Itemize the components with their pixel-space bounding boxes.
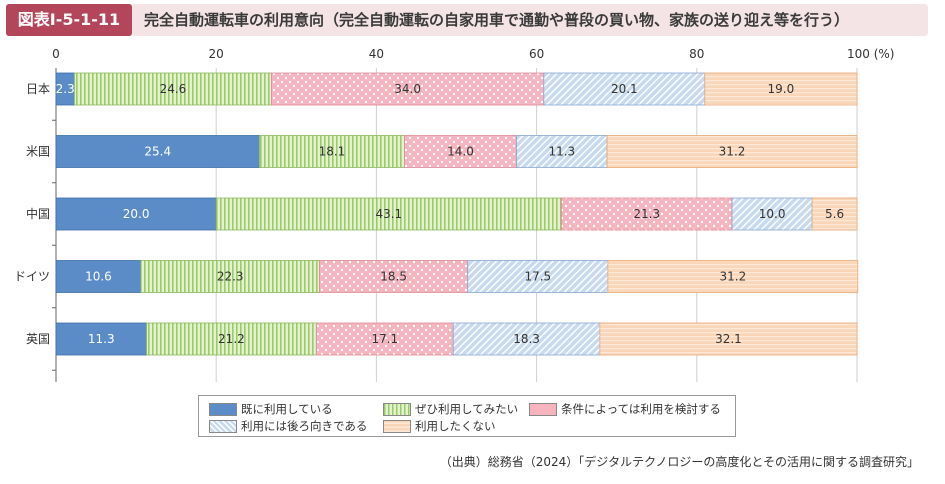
data-label-4-3: 18.3 xyxy=(513,332,540,346)
data-label-2-4: 5.6 xyxy=(825,207,844,221)
legend-label-1: 既に利用している xyxy=(241,402,333,416)
bar-segment-0-2 xyxy=(271,72,545,106)
title-bar xyxy=(6,4,928,36)
category-label-3: ドイツ xyxy=(14,270,50,284)
x-tick-label-1: 20 xyxy=(209,47,224,61)
data-label-0-1: 24.6 xyxy=(160,82,187,96)
legend-item-conditional: 条件によっては利用を検討する xyxy=(529,401,721,417)
data-label-3-4: 31.2 xyxy=(719,270,746,284)
bars: 2.3 24.6 34.0 20.1 19.0 25.4 18.1 14.0 11.3 31.2 2… xyxy=(55,72,859,356)
bar-segment-2-3 xyxy=(731,197,813,231)
data-label-3-3: 17.5 xyxy=(524,270,551,284)
category-label-4: 英国 xyxy=(26,332,50,346)
legend-item-do-not-want: 利用したくない xyxy=(383,418,496,434)
legend-item-want-to-use: ぜひ利用してみたい xyxy=(383,401,518,417)
data-label-0-0: 2.3 xyxy=(56,82,75,96)
data-label-2-2: 21.3 xyxy=(633,207,660,221)
bar-segment-4-0 xyxy=(55,322,147,356)
x-tick-label-3: 60 xyxy=(529,47,544,61)
data-label-0-2: 34.0 xyxy=(394,82,421,96)
legend-label-4: 利用には後ろ向きである xyxy=(241,419,368,433)
data-label-0-3: 20.1 xyxy=(611,82,638,96)
bar-segment-4-3 xyxy=(452,322,601,356)
data-label-4-1: 21.2 xyxy=(218,332,245,346)
stacked-bar-chart: 0 20 40 60 80 100 (%) 2.3 24.6 34.0 20.1 19.0 25.4… xyxy=(14,47,894,382)
data-label-1-3: 11.3 xyxy=(548,145,575,159)
legend-swatch-1 xyxy=(209,402,237,416)
source-note: （出典）総務省（2024）「デジタルテクノロジーの高度化とその活用に関する調査研… xyxy=(439,455,919,469)
legend-swatch-3 xyxy=(529,402,557,416)
x-axis-ticks: 0 20 40 60 80 100 (%) xyxy=(52,47,894,61)
legend-label-3: 条件によっては利用を検討する xyxy=(561,402,721,416)
data-label-1-2: 14.0 xyxy=(447,145,474,159)
category-label-0: 日本 xyxy=(26,82,50,96)
bar-segment-0-3 xyxy=(543,72,706,106)
x-tick-label-2: 40 xyxy=(369,47,384,61)
data-label-1-4: 31.2 xyxy=(719,145,746,159)
legend-swatch-4 xyxy=(209,419,237,433)
bar-segment-2-4 xyxy=(811,197,858,231)
bar-segment-1-1 xyxy=(259,135,405,168)
chart-title: 完全自動運転車の利用意向（完全自動運転の自家用車で通勤や普段の買い物、家族の送り… xyxy=(144,11,850,29)
x-tick-label-0: 0 xyxy=(52,47,60,61)
bar-segment-4-4 xyxy=(599,322,858,356)
data-label-1-1: 18.1 xyxy=(319,145,346,159)
bar-segment-0-1 xyxy=(74,72,272,106)
data-label-3-2: 18.5 xyxy=(380,270,407,284)
bar-segment-1-3 xyxy=(516,135,608,168)
bar-segment-0-4 xyxy=(704,72,858,106)
legend-swatch-2 xyxy=(383,402,411,416)
category-label-1: 米国 xyxy=(26,145,50,159)
data-label-1-0: 25.4 xyxy=(144,145,171,159)
data-label-2-3: 10.0 xyxy=(759,207,786,221)
data-label-3-1: 22.3 xyxy=(217,270,244,284)
bar-segment-1-2 xyxy=(404,135,517,168)
bar-segment-2-0 xyxy=(55,197,217,231)
legend-swatch-5 xyxy=(383,419,411,433)
data-label-3-0: 10.6 xyxy=(85,270,112,284)
bar-segment-1-0 xyxy=(55,135,260,168)
legend: 既に利用している ぜひ利用してみたい 条件によっては利用を検討する 利用には後ろ… xyxy=(198,395,736,437)
data-label-4-4: 32.1 xyxy=(715,332,742,346)
legend-label-2: ぜひ利用してみたい xyxy=(415,402,519,416)
x-tick-label-4: 80 xyxy=(689,47,704,61)
legend-item-reluctant: 利用には後ろ向きである xyxy=(209,418,367,434)
legend-label-5: 利用したくない xyxy=(415,419,496,433)
bar-segment-3-2 xyxy=(319,260,469,293)
bar-segment-4-2 xyxy=(315,322,454,356)
data-label-4-0: 11.3 xyxy=(88,332,115,346)
data-label-4-2: 17.1 xyxy=(371,332,398,346)
bar-segment-3-4 xyxy=(607,260,859,293)
data-label-0-4: 19.0 xyxy=(768,82,795,96)
data-label-2-0: 20.0 xyxy=(123,207,150,221)
figure-label: 図表Ⅰ-5-1-11 xyxy=(6,4,132,36)
x-tick-label-5: 100 (%) xyxy=(847,47,894,61)
legend-item-already-using: 既に利用している xyxy=(209,401,333,417)
bar-segment-1-4 xyxy=(606,135,858,168)
category-label-2: 中国 xyxy=(26,206,50,221)
data-label-2-1: 43.1 xyxy=(375,207,402,221)
